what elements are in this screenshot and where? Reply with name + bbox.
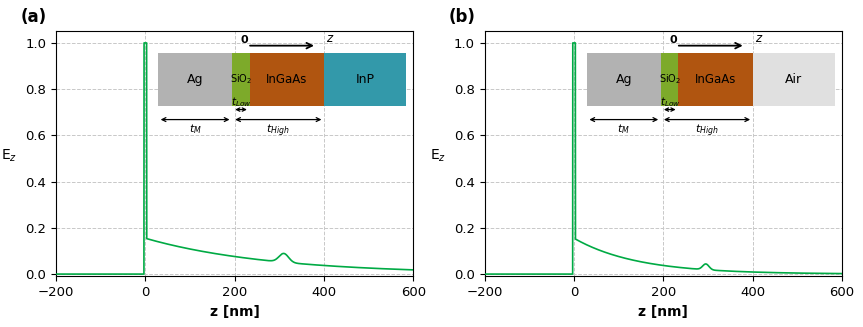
Y-axis label: E$_z$: E$_z$ <box>2 147 17 164</box>
Text: (b): (b) <box>449 9 476 26</box>
X-axis label: z [nm]: z [nm] <box>639 305 689 319</box>
Text: (a): (a) <box>20 9 47 26</box>
X-axis label: z [nm]: z [nm] <box>210 305 260 319</box>
Y-axis label: E$_z$: E$_z$ <box>430 147 446 164</box>
